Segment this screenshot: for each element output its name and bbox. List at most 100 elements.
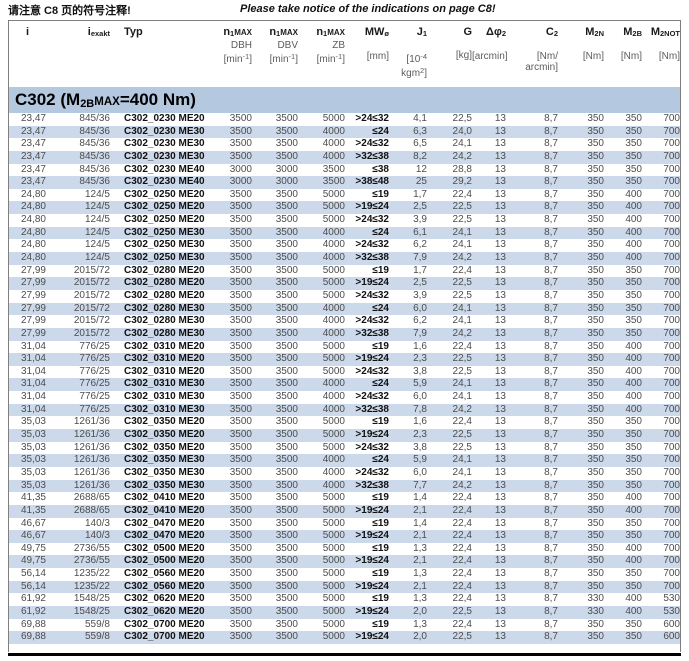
- cell-c2: 8,7: [544, 176, 558, 188]
- cell-typ: C302_0410 ME20: [124, 504, 205, 516]
- cell-n1max-zb: 5000: [322, 429, 345, 441]
- cell-m2b: 400: [625, 378, 642, 390]
- cell-n1max-zb: 4000: [322, 125, 345, 137]
- cell-g: 22,4: [452, 530, 472, 542]
- cell-typ: C302_0250 ME20: [124, 214, 205, 226]
- cell-n1max-dbh: 3500: [229, 492, 252, 504]
- cell-n1max-zb: 3500: [322, 176, 345, 188]
- cell-g: 22,4: [452, 555, 472, 567]
- cell-iexakt: 140/3: [84, 517, 110, 529]
- cell-i: 46,67: [20, 530, 46, 542]
- cell-c2: 8,7: [544, 555, 558, 567]
- cell-j1: 1,6: [413, 416, 427, 428]
- cell-iexakt: 776/25: [79, 353, 110, 365]
- cell-m2n: 350: [587, 239, 604, 251]
- cell-iexakt: 1235/22: [73, 568, 110, 580]
- table-row: 41,35 2688/65 C302_0410 ME20 3500 3500 5000 >1…: [9, 504, 680, 518]
- cell-mw-diameter: >19≤24: [355, 605, 389, 617]
- cell-n1max-dbh: 3500: [229, 239, 252, 251]
- cell-n1max-dbh: 3500: [229, 466, 252, 478]
- cell-c2: 8,7: [544, 315, 558, 327]
- cell-j1: 6,2: [413, 239, 427, 251]
- cell-j1: 7,8: [413, 403, 427, 415]
- cell-n1max-dbh: 3500: [229, 391, 252, 403]
- table-row: 56,14 1235/22 C302_0560 ME20 3500 3500 5000 >1…: [9, 580, 680, 594]
- cell-g: 24,0: [452, 125, 472, 137]
- cell-m2not: 700: [663, 365, 680, 377]
- cell-m2n: 350: [587, 252, 604, 264]
- cell-n1max-zb: 5000: [322, 631, 345, 643]
- cell-delta-phi2: 13: [494, 163, 506, 175]
- cell-mw-diameter: >19≤24: [355, 353, 389, 365]
- cell-n1max-dbh: 3500: [229, 315, 252, 327]
- cell-n1max-dbv: 3500: [275, 441, 298, 453]
- cell-i: 24,80: [20, 226, 46, 238]
- cell-n1max-zb: 4000: [322, 391, 345, 403]
- cell-delta-phi2: 13: [494, 530, 506, 542]
- cell-n1max-dbh: 3500: [229, 378, 252, 390]
- cell-typ: C302_0350 ME20: [124, 441, 205, 453]
- cell-mw-diameter: >19≤24: [355, 580, 389, 592]
- cell-m2n: 350: [587, 492, 604, 504]
- cell-n1max-dbv: 3500: [275, 188, 298, 200]
- cell-g: 24,2: [452, 252, 472, 264]
- cell-m2not: 700: [663, 315, 680, 327]
- cell-n1max-dbv: 3500: [275, 568, 298, 580]
- cell-m2not: 530: [663, 605, 680, 617]
- table-row: 24,80 124/5 C302_0250 ME20 3500 3500 5000 >24≤…: [9, 214, 680, 227]
- cell-m2n: 350: [587, 416, 604, 428]
- cell-n1max-zb: 5000: [322, 504, 345, 516]
- cell-mw-diameter: >19≤24: [355, 277, 389, 289]
- cell-c2: 8,7: [544, 479, 558, 491]
- cell-typ: C302_0350 ME30: [124, 454, 205, 466]
- cell-c2: 8,7: [544, 125, 558, 137]
- cell-m2b: 350: [625, 150, 642, 162]
- cell-mw-diameter: ≤24: [372, 378, 389, 390]
- cell-iexakt: 559/8: [84, 631, 110, 643]
- cell-mw-diameter: ≤19: [372, 593, 389, 605]
- column-header-m2n: M2N [Nm]: [582, 26, 604, 62]
- cell-n1max-dbh: 3500: [229, 605, 252, 617]
- cell-delta-phi2: 13: [494, 214, 506, 226]
- cell-c2: 8,7: [544, 605, 558, 617]
- cell-typ: C302_0280 ME30: [124, 327, 205, 339]
- cell-n1max-dbv: 3500: [275, 289, 298, 301]
- cell-j1: 3,9: [413, 214, 427, 226]
- cell-m2n: 350: [587, 568, 604, 580]
- cell-n1max-dbh: 3500: [229, 188, 252, 200]
- cell-iexakt: 1548/25: [73, 593, 110, 605]
- cell-m2not: 700: [663, 239, 680, 251]
- cell-j1: 5,9: [413, 378, 427, 390]
- cell-n1max-dbv: 3500: [275, 239, 298, 251]
- cell-n1max-dbv: 3500: [275, 416, 298, 428]
- cell-c2: 8,7: [544, 530, 558, 542]
- cell-n1max-zb: 4000: [322, 302, 345, 314]
- cell-m2n: 350: [587, 517, 604, 529]
- cell-iexakt: 776/25: [79, 340, 110, 352]
- cell-mw-diameter: ≤19: [372, 492, 389, 504]
- cell-m2b: 400: [625, 605, 642, 617]
- table-row: 41,35 2688/65 C302_0410 ME20 3500 3500 5000 ≤1…: [9, 492, 680, 505]
- cell-m2n: 350: [587, 378, 604, 390]
- cell-i: 24,80: [20, 214, 46, 226]
- cell-mw-diameter: ≤24: [372, 226, 389, 238]
- cell-i: 24,80: [20, 188, 46, 200]
- cell-n1max-dbh: 3500: [229, 252, 252, 264]
- cell-n1max-zb: 5000: [322, 517, 345, 529]
- cell-n1max-dbv: 3500: [275, 542, 298, 554]
- cell-n1max-dbh: 3500: [229, 113, 252, 124]
- cell-m2b: 400: [625, 504, 642, 516]
- cell-delta-phi2: 13: [494, 542, 506, 554]
- cell-i: 46,67: [20, 517, 46, 529]
- cell-delta-phi2: 13: [494, 138, 506, 150]
- cell-g: 24,2: [452, 150, 472, 162]
- cell-delta-phi2: 13: [494, 403, 506, 415]
- cell-iexakt: 1261/36: [73, 416, 110, 428]
- cell-mw-diameter: ≤19: [372, 416, 389, 428]
- cell-delta-phi2: 13: [494, 416, 506, 428]
- cell-j1: 1,4: [413, 517, 427, 529]
- cell-typ: C302_0350 ME30: [124, 479, 205, 491]
- cell-m2n: 350: [587, 454, 604, 466]
- cell-c2: 8,7: [544, 277, 558, 289]
- cell-iexakt: 2015/72: [73, 289, 110, 301]
